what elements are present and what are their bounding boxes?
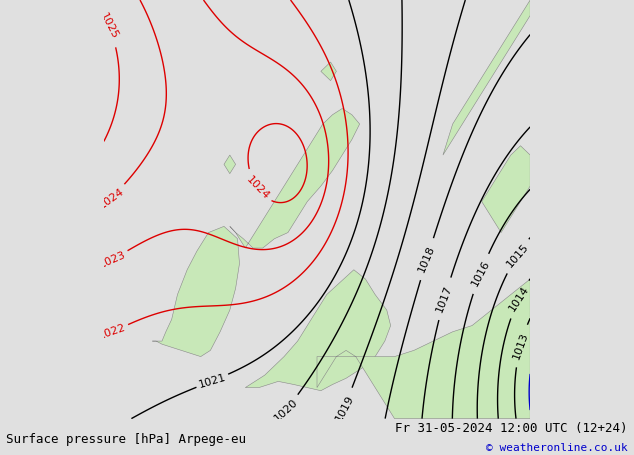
Polygon shape <box>152 226 240 357</box>
Polygon shape <box>317 279 530 419</box>
Text: 1021: 1021 <box>197 372 227 389</box>
Text: 1013: 1013 <box>512 331 530 360</box>
Text: 1023: 1023 <box>98 250 127 270</box>
Text: 1015: 1015 <box>505 242 530 269</box>
Text: 1014: 1014 <box>507 284 531 313</box>
Text: 1024: 1024 <box>244 175 271 202</box>
Polygon shape <box>443 0 530 155</box>
Polygon shape <box>321 62 337 81</box>
Polygon shape <box>224 155 236 174</box>
Text: 1022: 1022 <box>98 323 127 341</box>
Text: Fr 31-05-2024 12:00 UTC (12+24): Fr 31-05-2024 12:00 UTC (12+24) <box>395 421 628 435</box>
Text: © weatheronline.co.uk: © weatheronline.co.uk <box>486 443 628 453</box>
Polygon shape <box>230 109 359 248</box>
Text: 1016: 1016 <box>469 259 491 288</box>
Text: Surface pressure [hPa] Arpege-eu: Surface pressure [hPa] Arpege-eu <box>6 433 247 446</box>
Polygon shape <box>482 146 530 233</box>
Text: 1017: 1017 <box>435 284 455 313</box>
Text: 1020: 1020 <box>272 397 299 424</box>
Text: 1019: 1019 <box>333 393 355 423</box>
Text: 1025: 1025 <box>98 11 120 41</box>
Text: 1024: 1024 <box>97 186 126 210</box>
Text: 1018: 1018 <box>417 244 437 274</box>
Polygon shape <box>245 270 391 391</box>
